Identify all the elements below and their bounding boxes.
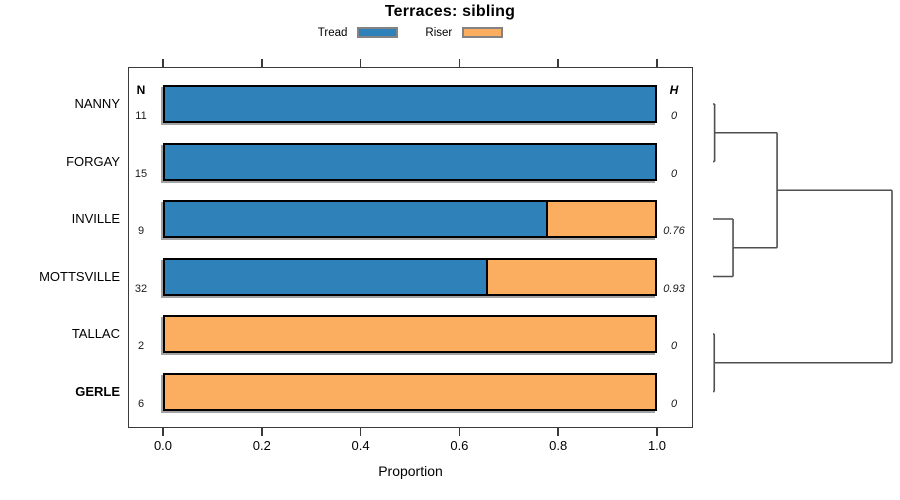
tread-swatch [357,27,399,38]
h-value: 0 [670,340,678,352]
axis-tick-top [557,59,559,67]
bar-segment-tread [165,144,655,179]
bar-segment-riser [165,374,655,409]
bar-segment-riser [486,259,655,294]
axis-tick-bottom [656,428,658,436]
axis-tick-label: 1.0 [647,438,667,453]
bar-segment-riser [546,202,655,236]
n-value: 2 [137,340,145,352]
bar-inville [163,200,657,238]
axis-tick-label: 0.0 [153,438,173,453]
axis-tick-bottom [162,428,164,436]
n-column-header: N [136,83,146,97]
bar-gerle [163,372,657,411]
n-value: 15 [134,167,148,180]
category-label: FORGAY [66,153,120,169]
h-value: 0 [670,167,678,180]
axis-tick-bottom [458,428,461,436]
legend-label-riser: Riser [425,26,453,39]
axis-tick-top [359,59,362,67]
axis-tick-bottom [261,428,263,436]
h-value: 0 [670,397,678,410]
bar-nanny [163,85,657,123]
x-axis-label: Proportion [378,463,443,479]
axis-tick-label: 0.8 [549,438,568,453]
plot-frame [128,67,693,428]
axis-tick-label: 0.4 [351,438,370,453]
axis-tick-top [458,59,461,67]
bar-segment-tread [165,87,655,121]
bar-tallac [163,315,657,353]
h-value: 0.93 [663,282,685,295]
category-label: NANNY [74,96,120,111]
dendrogram [713,103,893,393]
bar-segment-tread [165,202,547,236]
bar-segment-tread [165,259,487,294]
h-column-header: H [669,83,679,97]
category-label: INVILLE [71,211,120,226]
bar-forgay [163,142,657,181]
n-value: 9 [137,225,145,237]
axis-tick-bottom [557,428,559,436]
axis-tick-bottom [359,428,362,436]
axis-tick-label: 0.6 [450,438,469,453]
legend: Tread Riser [128,25,693,40]
axis-tick-top [162,59,164,67]
n-value: 32 [134,282,148,295]
legend-label-tread: Tread [317,26,348,39]
h-value: 0 [670,110,678,122]
category-label: MOTTSVILLE [39,268,120,284]
legend-item-tread: Tread [318,27,399,39]
chart-title: Terraces: sibling [384,3,516,20]
axis-tick-label: 0.2 [252,438,271,453]
riser-swatch [462,27,504,38]
n-value: 11 [135,110,147,122]
category-label: TALLAC [71,326,120,341]
bar-segment-riser [165,317,655,351]
n-value: 6 [137,397,145,410]
axis-tick-top [261,59,263,67]
axis-tick-top [656,59,658,67]
category-label: GERLE [75,383,120,399]
legend-item-riser: Riser [425,26,504,39]
h-value: 0.76 [663,225,685,237]
bar-mottsville [163,257,657,296]
